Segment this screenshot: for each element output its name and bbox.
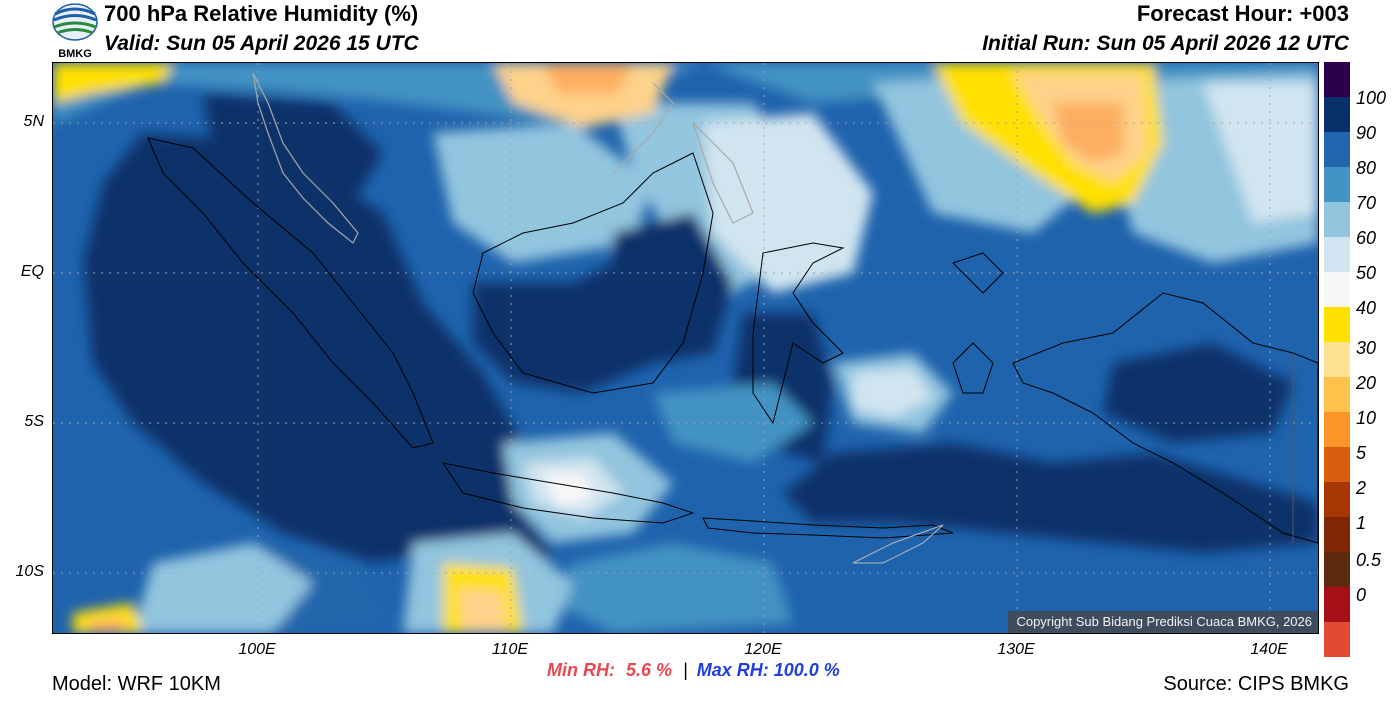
forecast-hour: Forecast Hour: +003	[1136, 1, 1349, 26]
colorbar-swatch	[1324, 342, 1350, 377]
lon-label-130e: 130E	[997, 641, 1035, 658]
colorbar-swatch	[1324, 482, 1350, 517]
logo-text: BMKG	[58, 48, 92, 60]
colorbar-swatch	[1324, 202, 1350, 237]
colorbar-label: 0	[1356, 585, 1367, 605]
colorbar-label: 0.5	[1356, 550, 1382, 570]
lon-label-140e: 140E	[1250, 641, 1288, 658]
colorbar-swatch	[1324, 517, 1350, 552]
colorbar-label: 80	[1356, 158, 1377, 178]
model-name: Model: WRF 10KM	[52, 673, 221, 695]
max-rh-label: Max RH: 100.0 %	[696, 660, 840, 680]
colorbar-swatch	[1324, 167, 1350, 202]
colorbar-label: 30	[1356, 338, 1377, 358]
coastlines	[147, 137, 1318, 564]
colorbar-label: 1	[1356, 513, 1367, 533]
initial-run: Initial Run: Sun 05 April 2026 12 UTC	[982, 32, 1349, 55]
lon-label-110e: 110E	[491, 641, 529, 658]
colorbar-label: 2	[1356, 478, 1367, 498]
lon-label-100e: 100E	[238, 641, 276, 658]
colorbar-swatch	[1324, 587, 1350, 622]
neighbour-coastlines	[252, 72, 754, 244]
bmkg-emblem-icon: BMKG	[52, 3, 98, 60]
colorbar-label: 60	[1356, 228, 1377, 248]
colorbar-swatch	[1324, 132, 1350, 167]
colorbar-label: 20	[1356, 373, 1377, 393]
bmkg-logo: BMKG	[50, 2, 100, 60]
colorbar-label: 5	[1356, 443, 1367, 463]
colorbar-label: 40	[1356, 298, 1377, 318]
colorbar-label: 90	[1356, 123, 1377, 143]
colorbar-swatch	[1324, 97, 1350, 132]
colorbar-swatch	[1324, 237, 1350, 272]
min-rh-label: Min RH:	[547, 660, 615, 680]
lat-label-10s: 10S	[15, 563, 44, 580]
colorbar-swatch	[1324, 412, 1350, 447]
colorbar-label: 10	[1356, 408, 1377, 428]
graticule	[53, 63, 1318, 633]
colorbar-swatch	[1324, 552, 1350, 587]
colorbar-swatch	[1324, 622, 1350, 657]
colorbar-swatch	[1324, 62, 1350, 97]
lon-label-120e: 120E	[744, 641, 782, 658]
lat-label-eq: EQ	[20, 263, 44, 280]
lat-label-5n: 5N	[23, 113, 44, 130]
rh-min-max: Min RH: 5.6 % | Max RH: 100.0 %	[547, 660, 840, 681]
min-max-separator: |	[683, 660, 688, 680]
humidity-field	[53, 63, 1318, 633]
valid-time: Valid: Sun 05 April 2026 15 UTC	[104, 32, 419, 55]
colorbar-swatch	[1324, 447, 1350, 482]
data-source: Source: CIPS BMKG	[1163, 673, 1349, 695]
copyright-notice: Copyright Sub Bidang Prediksi Cuaca BMKG…	[1008, 611, 1318, 633]
humidity-map: Copyright Sub Bidang Prediksi Cuaca BMKG…	[52, 62, 1319, 634]
colorbar-label: 100	[1356, 88, 1387, 108]
colorbar	[1324, 62, 1350, 657]
colorbar-label: 50	[1356, 263, 1377, 283]
colorbar-swatch	[1324, 377, 1350, 412]
colorbar-swatch	[1324, 272, 1350, 307]
colorbar-label: 70	[1356, 193, 1377, 213]
colorbar-swatch	[1324, 307, 1350, 342]
lat-label-5s: 5S	[24, 413, 44, 430]
map-title: 700 hPa Relative Humidity (%)	[104, 1, 419, 26]
min-rh-value: 5.6 %	[626, 660, 673, 680]
